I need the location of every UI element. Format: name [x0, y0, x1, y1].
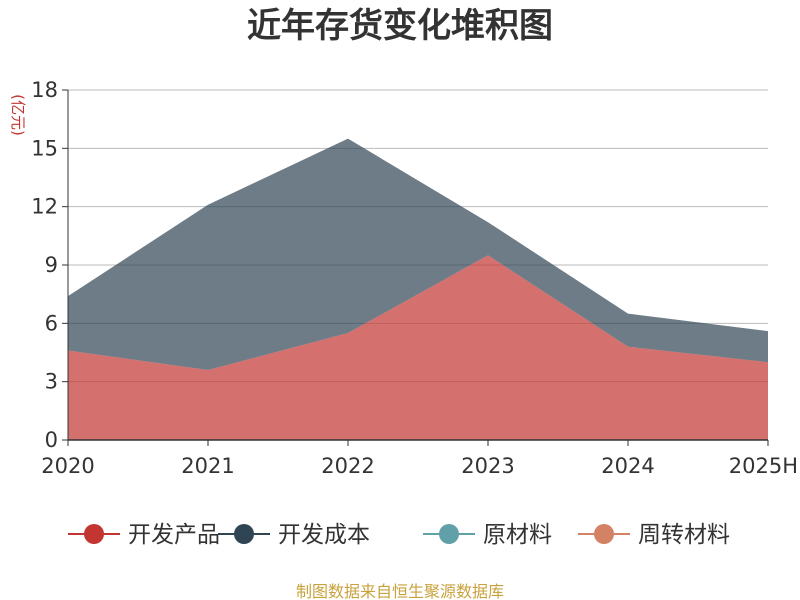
area-series	[68, 138, 768, 440]
data-source-note: 制图数据来自恒生聚源数据库	[296, 582, 504, 600]
legend-marker	[594, 524, 614, 544]
area-开发成本	[68, 138, 768, 370]
legend-item[interactable]: 周转材料	[578, 522, 730, 548]
legend-marker	[234, 524, 254, 544]
legend-marker	[84, 524, 104, 544]
legend-label: 开发产品	[128, 522, 220, 548]
legend-item[interactable]: 开发产品	[68, 522, 220, 548]
x-tick-label: 2021	[181, 454, 234, 478]
axes: 0 3 6 9 12 15 18 2020 2021 2022 2023 2024 2025H	[31, 78, 798, 478]
y-axis-unit-label: (亿元)	[9, 94, 27, 136]
legend-label: 周转材料	[638, 522, 730, 548]
area-开发产品	[68, 255, 768, 440]
legend[interactable]: 开发产品 开发成本 原材料 周转材料	[68, 522, 730, 548]
x-tick-label: 2020	[41, 454, 94, 478]
legend-marker	[439, 524, 459, 544]
x-tick-label: 2022	[321, 454, 374, 478]
x-tick-label: 2023	[461, 454, 514, 478]
chart-title: 近年存货变化堆积图	[247, 6, 553, 46]
y-tick-label: 9	[45, 253, 58, 277]
y-tick-label: 15	[31, 136, 58, 160]
x-tick-label: 2025H	[729, 454, 798, 478]
y-tick-label: 0	[45, 428, 58, 452]
y-tick-label: 3	[45, 370, 58, 394]
y-tick-label: 18	[31, 78, 58, 102]
y-tick-label: 6	[45, 311, 58, 335]
legend-label: 原材料	[483, 522, 552, 548]
y-tick-label: 12	[31, 195, 58, 219]
legend-item[interactable]: 开发成本	[218, 522, 370, 548]
legend-label: 开发成本	[278, 522, 370, 548]
legend-item[interactable]: 原材料	[423, 522, 552, 548]
x-tick-label: 2024	[601, 454, 654, 478]
